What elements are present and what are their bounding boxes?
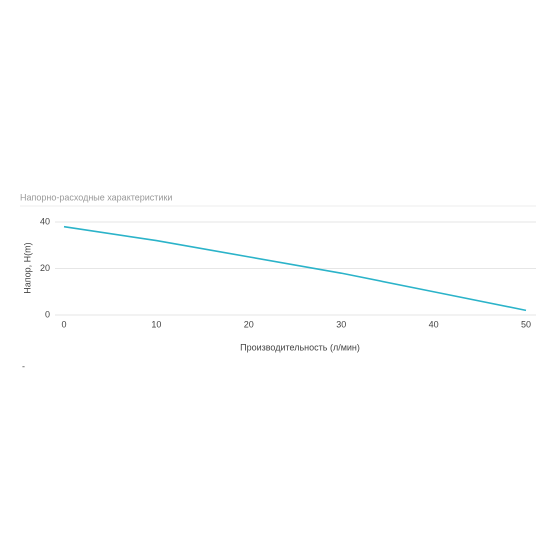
y-axis-label: Напор, H(m) — [22, 242, 32, 293]
x-axis-label: Производительность (л/мин) — [240, 342, 360, 352]
y-tick-label: 0 — [45, 309, 50, 319]
x-tick-label: 50 — [521, 319, 531, 329]
y-tick-label: 40 — [40, 216, 50, 226]
y-tick-label: 20 — [40, 263, 50, 273]
x-tick-label: 20 — [244, 319, 254, 329]
x-tick-label: 30 — [336, 319, 346, 329]
x-tick-label: 10 — [151, 319, 161, 329]
chart-title: Напорно-расходные характеристики — [20, 192, 172, 202]
note: - — [22, 361, 25, 371]
x-tick-label: 40 — [429, 319, 439, 329]
x-tick-label: 0 — [61, 319, 66, 329]
data-line — [63, 225, 527, 312]
